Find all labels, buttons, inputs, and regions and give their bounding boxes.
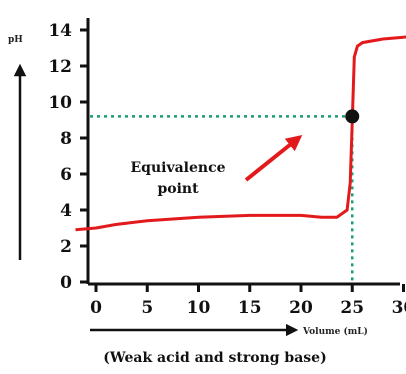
y-tick-label: 10 bbox=[48, 93, 72, 113]
equivalence-point-marker bbox=[345, 109, 360, 124]
y-tick-label: 4 bbox=[60, 201, 72, 221]
x-tick-label: 30 bbox=[392, 298, 406, 318]
chart-caption: (Weak acid and strong base) bbox=[103, 350, 326, 366]
x-tick-label: 20 bbox=[289, 298, 313, 318]
x-tick-label: 10 bbox=[187, 298, 211, 318]
x-tick-label: 15 bbox=[238, 298, 262, 318]
equivalence-label-line: Equivalence bbox=[131, 160, 226, 176]
y-tick-label: 12 bbox=[48, 57, 72, 77]
x-tick-label: 0 bbox=[90, 298, 102, 318]
titration-curve bbox=[75, 35, 406, 232]
x-axis-label: Volume (mL) bbox=[302, 326, 368, 337]
y-tick-label: 2 bbox=[60, 237, 72, 257]
equivalence-point-label: Equivalence point bbox=[131, 160, 226, 197]
x-tick-label: 25 bbox=[340, 298, 364, 318]
x-axis-ticks: 0 5 10 15 20 25 30 bbox=[90, 284, 406, 318]
y-tick-label: 0 bbox=[60, 273, 72, 293]
equivalence-label-line: point bbox=[157, 181, 199, 197]
y-tick-label: 8 bbox=[60, 129, 72, 149]
y-axis-ticks: 0 2 4 6 8 10 12 14 bbox=[48, 21, 88, 293]
y-axis-label: pH bbox=[8, 35, 23, 45]
equivalence-arrow bbox=[244, 135, 303, 182]
y-tick-label: 6 bbox=[60, 165, 72, 185]
x-tick-label: 5 bbox=[141, 298, 153, 318]
y-tick-label: 14 bbox=[48, 21, 72, 41]
